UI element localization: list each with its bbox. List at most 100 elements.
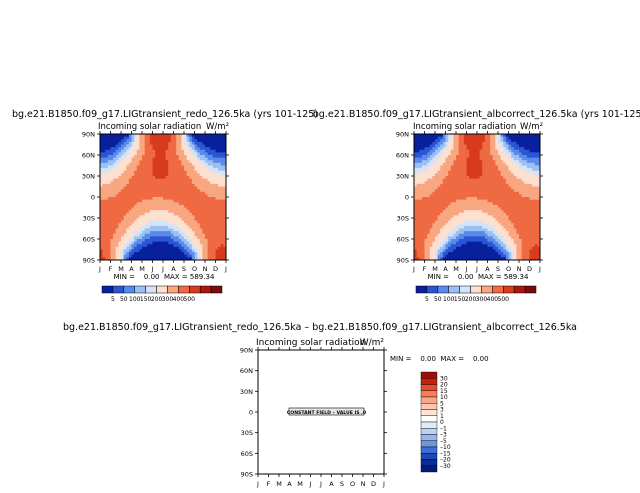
- heatmap-cell: [107, 141, 111, 145]
- heatmap-cell: [123, 257, 127, 261]
- heatmap-cell: [118, 191, 122, 195]
- heatmap-cell: [105, 231, 109, 235]
- heatmap-cell: [186, 249, 190, 253]
- heatmap-cell: [487, 197, 491, 201]
- heatmap-cell: [186, 199, 190, 203]
- heatmap-cell: [134, 204, 138, 208]
- heatmap-cell: [191, 197, 195, 201]
- heatmap-cell: [537, 215, 541, 219]
- heatmap-cell: [445, 165, 449, 169]
- heatmap-cell: [186, 231, 190, 235]
- heatmap-cell: [456, 233, 460, 237]
- heatmap-cell: [220, 241, 224, 245]
- heatmap-cell: [432, 186, 436, 190]
- heatmap-cell: [484, 231, 488, 235]
- x-tick-label: J: [465, 265, 468, 273]
- heatmap-cell: [484, 139, 488, 143]
- heatmap-cell: [437, 223, 441, 227]
- heatmap-cell: [477, 244, 481, 248]
- heatmap-cell: [474, 254, 478, 258]
- heatmap-cell: [126, 233, 130, 237]
- heatmap-cell: [532, 149, 536, 153]
- x-tick-label: M: [297, 480, 303, 488]
- heatmap-cell: [490, 254, 494, 258]
- y-tick-label: 90S: [241, 471, 253, 479]
- heatmap-cell: [461, 257, 465, 261]
- heatmap-cell: [110, 165, 114, 169]
- heatmap-cell: [142, 220, 146, 224]
- heatmap-cell: [511, 149, 515, 153]
- heatmap-cell: [131, 231, 135, 235]
- heatmap-cell: [421, 160, 425, 164]
- heatmap-cell: [131, 170, 135, 174]
- heatmap-cell: [118, 136, 122, 140]
- heatmap-cell: [416, 157, 420, 161]
- heatmap-cell: [131, 165, 135, 169]
- heatmap-cell: [107, 228, 111, 232]
- heatmap-cell: [482, 244, 486, 248]
- heatmap-cell: [126, 144, 130, 148]
- heatmap-cell: [202, 189, 206, 193]
- heatmap-cell: [168, 141, 172, 145]
- heatmap-cell: [163, 202, 167, 206]
- y-tick-label: 90N: [396, 131, 409, 139]
- heatmap-cell: [498, 157, 502, 161]
- heatmap-cell: [435, 233, 439, 237]
- heatmap-cell: [105, 257, 109, 261]
- heatmap-cell: [461, 231, 465, 235]
- heatmap-cell: [199, 241, 203, 245]
- heatmap-cell: [194, 202, 198, 206]
- heatmap-cell: [456, 149, 460, 153]
- heatmap-cell: [432, 249, 436, 253]
- heatmap-cell: [529, 199, 533, 203]
- heatmap-cell: [197, 183, 201, 187]
- heatmap-cell: [458, 210, 462, 214]
- heatmap-cell: [487, 168, 491, 172]
- heatmap-cell: [479, 157, 483, 161]
- heatmap-cell: [189, 215, 193, 219]
- heatmap-cell: [463, 207, 467, 211]
- heatmap-cell: [160, 136, 164, 140]
- heatmap-cell: [487, 149, 491, 153]
- heatmap-cell: [416, 176, 420, 180]
- heatmap-cell: [414, 231, 418, 235]
- heatmap-cell: [503, 160, 507, 164]
- heatmap-cell: [194, 233, 198, 237]
- heatmap-cell: [136, 220, 140, 224]
- heatmap-cell: [445, 176, 449, 180]
- heatmap-cell: [152, 241, 156, 245]
- heatmap-cell: [461, 136, 465, 140]
- heatmap-cell: [416, 183, 420, 187]
- heatmap-cell: [218, 239, 222, 243]
- heatmap-cell: [115, 215, 119, 219]
- heatmap-cell: [479, 186, 483, 190]
- heatmap-cell: [440, 212, 444, 216]
- heatmap-cell: [469, 249, 473, 253]
- heatmap-cell: [215, 183, 219, 187]
- x-tick-label: S: [182, 265, 186, 273]
- heatmap-cell: [421, 136, 425, 140]
- heatmap-cell: [505, 181, 509, 185]
- heatmap-cell: [503, 197, 507, 201]
- heatmap-cell: [186, 144, 190, 148]
- heatmap-cell: [448, 181, 452, 185]
- heatmap-cell: [450, 207, 454, 211]
- panel-1-title: bg.e21.B1850.f09_g17.LIGtransient_redo_1…: [12, 109, 318, 120]
- heatmap-cell: [466, 155, 470, 159]
- heatmap-cell: [416, 236, 420, 240]
- heatmap-cell: [461, 236, 465, 240]
- heatmap-cell: [128, 207, 132, 211]
- colorbar-label: –5: [440, 438, 447, 445]
- heatmap-cell: [537, 157, 541, 161]
- heatmap-cell: [477, 210, 481, 214]
- heatmap-cell: [450, 173, 454, 177]
- heatmap-cell: [463, 157, 467, 161]
- heatmap-cell: [419, 244, 423, 248]
- heatmap-cell: [223, 149, 227, 153]
- heatmap-cell: [102, 231, 106, 235]
- heatmap-cell: [487, 191, 491, 195]
- heatmap-cell: [421, 202, 425, 206]
- heatmap-cell: [492, 139, 496, 143]
- heatmap-cell: [529, 194, 533, 198]
- heatmap-cell: [218, 199, 222, 203]
